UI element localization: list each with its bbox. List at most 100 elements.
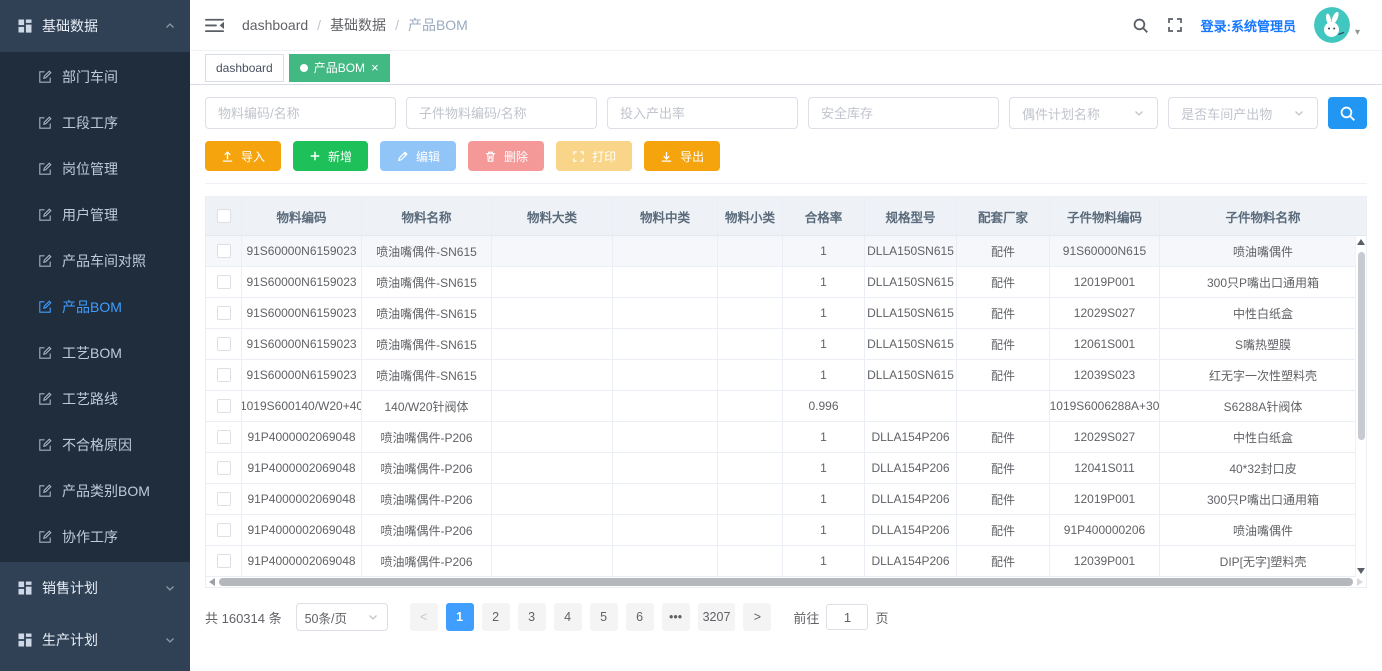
sidebar-item-0-10[interactable]: 协作工序 bbox=[0, 514, 190, 560]
page-size-select[interactable]: 50条/页 bbox=[295, 603, 388, 631]
sidebar-group-0[interactable]: 基础数据 bbox=[0, 0, 190, 52]
breadcrumb-item-2: 产品BOM bbox=[407, 17, 468, 33]
cell: DLLA150SN615 bbox=[865, 298, 957, 328]
search-icon[interactable] bbox=[1132, 17, 1149, 34]
filter-select-5[interactable]: 是否车间产出物 bbox=[1168, 97, 1318, 129]
sidebar-group-1[interactable]: 销售计划 bbox=[0, 562, 190, 614]
page-button-3[interactable]: 3 bbox=[517, 603, 546, 631]
row-checkbox[interactable] bbox=[216, 461, 231, 475]
cell: S6288A针阀体 bbox=[1223, 399, 1303, 414]
column-header: 合格率 bbox=[783, 197, 865, 235]
hamburger-icon[interactable] bbox=[205, 18, 224, 33]
row-checkbox[interactable] bbox=[216, 430, 231, 444]
sidebar-item-label: 协作工序 bbox=[62, 529, 118, 545]
fullscreen-icon[interactable] bbox=[1167, 17, 1183, 33]
select-all-checkbox[interactable] bbox=[216, 209, 231, 223]
sidebar-item-0-4[interactable]: 产品车间对照 bbox=[0, 238, 190, 284]
sidebar-item-0-8[interactable]: 不合格原因 bbox=[0, 422, 190, 468]
cell bbox=[718, 236, 783, 266]
breadcrumb-item-0[interactable]: dashboard bbox=[242, 17, 309, 33]
row-checkbox[interactable] bbox=[216, 399, 231, 413]
toolbar-button-5[interactable]: 导出 bbox=[644, 141, 721, 171]
sidebar-item-0-0[interactable]: 部门车间 bbox=[0, 54, 190, 100]
toolbar-button-label: 打印 bbox=[592, 149, 617, 164]
cell: 300只P嘴出口通用箱 bbox=[1206, 275, 1320, 290]
row-checkbox[interactable] bbox=[216, 554, 231, 568]
row-checkbox[interactable] bbox=[216, 523, 231, 537]
prev-page-button[interactable]: < bbox=[409, 603, 438, 631]
sidebar-group-2[interactable]: 生产计划 bbox=[0, 614, 190, 666]
toolbar-button-0[interactable]: 导入 bbox=[205, 141, 282, 171]
chevron-down-icon bbox=[1133, 107, 1145, 119]
row-checkbox[interactable] bbox=[216, 368, 231, 382]
row-checkbox-cell bbox=[206, 298, 242, 328]
filter-select-4[interactable]: 偶件计划名称 bbox=[1009, 97, 1159, 129]
pages-ellipsis[interactable]: ••• bbox=[661, 603, 690, 631]
page-button-2[interactable]: 2 bbox=[481, 603, 510, 631]
toolbar-button-1[interactable]: 新增 bbox=[293, 141, 369, 171]
vertical-scroll-thumb[interactable] bbox=[1357, 252, 1365, 440]
row-checkbox[interactable] bbox=[216, 337, 231, 351]
row-checkbox[interactable] bbox=[216, 306, 231, 320]
user-menu[interactable]: ▾ bbox=[1313, 7, 1360, 43]
header-checkbox-cell bbox=[206, 197, 242, 235]
scroll-right-arrow[interactable] bbox=[1357, 578, 1363, 586]
goto-page-input[interactable] bbox=[826, 604, 869, 630]
edit-icon bbox=[38, 162, 52, 176]
cell: 300只P嘴出口通用箱 bbox=[1206, 492, 1320, 507]
filter-input-3[interactable] bbox=[821, 105, 986, 121]
row-checkbox[interactable] bbox=[216, 275, 231, 289]
sidebar-item-0-5[interactable]: 产品BOM bbox=[0, 284, 190, 330]
filter-input-wrap-1 bbox=[406, 97, 597, 129]
cell bbox=[613, 236, 718, 266]
sidebar-item-0-1[interactable]: 工段工序 bbox=[0, 100, 190, 146]
row-checkbox[interactable] bbox=[216, 492, 231, 506]
login-user-label[interactable]: 登录:系统管理员 bbox=[1200, 18, 1296, 34]
page-button-1[interactable]: 1 bbox=[445, 603, 474, 631]
cell: 91P4000002069048 bbox=[242, 515, 362, 545]
next-page-button[interactable]: > bbox=[743, 603, 772, 631]
toolbar-button-label: 编辑 bbox=[416, 149, 441, 164]
cell: 12061S001 bbox=[1050, 329, 1160, 359]
page-button-4[interactable]: 4 bbox=[553, 603, 582, 631]
print-icon bbox=[572, 150, 585, 163]
sidebar-item-label: 产品BOM bbox=[62, 299, 122, 315]
sidebar-item-0-2[interactable]: 岗位管理 bbox=[0, 146, 190, 192]
row-checkbox-cell bbox=[206, 360, 242, 390]
sidebar-item-0-9[interactable]: 产品类别BOM bbox=[0, 468, 190, 514]
breadcrumb-item-1[interactable]: 基础数据 bbox=[330, 17, 387, 33]
scroll-down-arrow[interactable] bbox=[1357, 568, 1365, 574]
scroll-up-arrow[interactable] bbox=[1357, 239, 1365, 245]
cell: 中性白纸盒 bbox=[1232, 306, 1293, 321]
filter-input-1[interactable] bbox=[419, 105, 584, 121]
cell: 1019S600140/W20+40 bbox=[242, 391, 362, 421]
page-button-3207[interactable]: 3207 bbox=[697, 603, 736, 631]
cell bbox=[613, 422, 718, 452]
tab-0[interactable]: dashboard bbox=[205, 53, 284, 82]
table-row: 91P4000002069048 喷油嘴偶件-P206 1 DLLA154P206 配件… bbox=[206, 515, 1366, 546]
avatar[interactable] bbox=[1313, 7, 1350, 43]
active-tab-dot bbox=[299, 63, 308, 72]
filter-input-0[interactable] bbox=[218, 105, 383, 121]
chevron-down-icon bbox=[1293, 107, 1305, 119]
horizontal-scrollbar[interactable] bbox=[206, 577, 1366, 587]
scroll-left-arrow[interactable] bbox=[209, 578, 215, 586]
sidebar-item-0-7[interactable]: 工艺路线 bbox=[0, 376, 190, 422]
page-button-5[interactable]: 5 bbox=[589, 603, 618, 631]
close-icon[interactable]: × bbox=[371, 60, 379, 75]
vertical-scrollbar[interactable] bbox=[1355, 236, 1366, 577]
filter-input-2[interactable] bbox=[620, 105, 785, 121]
cell: 91P4000002069048 bbox=[242, 546, 362, 576]
tab-1[interactable]: 产品BOM × bbox=[288, 53, 390, 82]
sidebar-item-0-3[interactable]: 用户管理 bbox=[0, 192, 190, 238]
cell bbox=[718, 329, 783, 359]
filter-search-button[interactable] bbox=[1327, 97, 1367, 129]
goto-suffix: 页 bbox=[875, 610, 889, 626]
sidebar-item-label: 产品车间对照 bbox=[62, 253, 146, 269]
page-button-6[interactable]: 6 bbox=[625, 603, 654, 631]
sidebar-item-0-6[interactable]: 工艺BOM bbox=[0, 330, 190, 376]
horizontal-scroll-thumb[interactable] bbox=[219, 578, 1353, 586]
table-row: 1019S600140/W20+40 140/W20针阀体 0.996 1019S60… bbox=[206, 391, 1366, 422]
cell bbox=[492, 360, 613, 390]
row-checkbox[interactable] bbox=[216, 244, 231, 258]
